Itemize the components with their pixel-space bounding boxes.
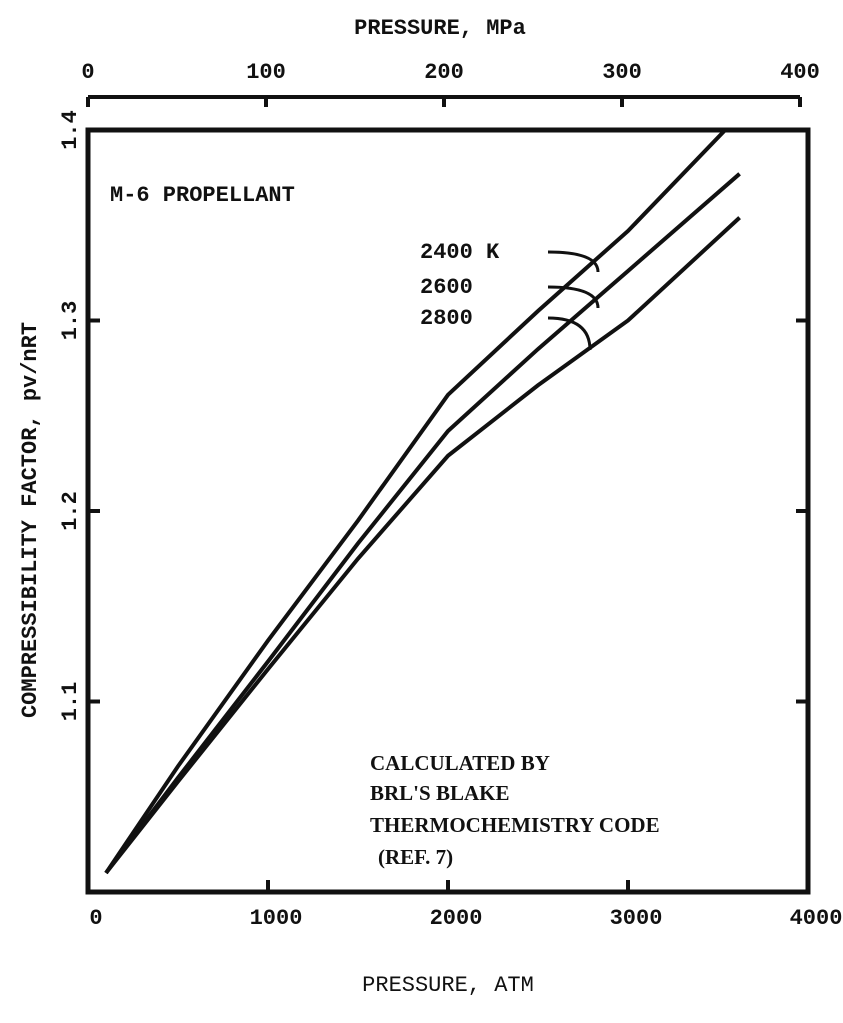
y-tick-label: 1.4 [58, 110, 83, 150]
top-tick-label: 400 [780, 60, 820, 85]
y-tick-label: 1.2 [58, 491, 83, 531]
y-tick-label: 1.3 [58, 301, 83, 341]
label-leader [547, 285, 600, 309]
series-label: 2800 [420, 306, 473, 331]
x-tick-label: 0 [89, 906, 102, 931]
x-tick-label: 3000 [610, 906, 663, 931]
series-label: 2600 [420, 275, 473, 300]
top-tick-label: 300 [602, 60, 642, 85]
top-tick-label: 200 [424, 60, 464, 85]
series-line [104, 172, 741, 875]
annotation: BRL'S BLAKE [370, 781, 509, 805]
annotation: THERMOCHEMISTRY CODE [370, 813, 660, 837]
x-tick-label: 1000 [250, 906, 303, 931]
series-line [104, 128, 727, 875]
label-leader [547, 316, 592, 351]
series-label: 2400 K [420, 240, 500, 265]
x-axis-label: PRESSURE, ATM [362, 973, 534, 998]
y-tick-label: 1.1 [58, 682, 83, 722]
series-line [104, 216, 741, 875]
top-axis-label: PRESSURE, MPa [354, 16, 526, 41]
annotation: (REF. 7) [378, 845, 453, 869]
y-axis-label: COMPRESSIBILITY FACTOR, pv/nRT [18, 322, 43, 718]
top-tick-label: 100 [246, 60, 286, 85]
top-tick-label: 0 [81, 60, 94, 85]
label-leader [547, 250, 600, 273]
x-tick-label: 2000 [430, 906, 483, 931]
annotation: CALCULATED BY [370, 751, 550, 775]
x-tick-label: 4000 [790, 906, 843, 931]
annotation: M-6 PROPELLANT [110, 183, 295, 208]
